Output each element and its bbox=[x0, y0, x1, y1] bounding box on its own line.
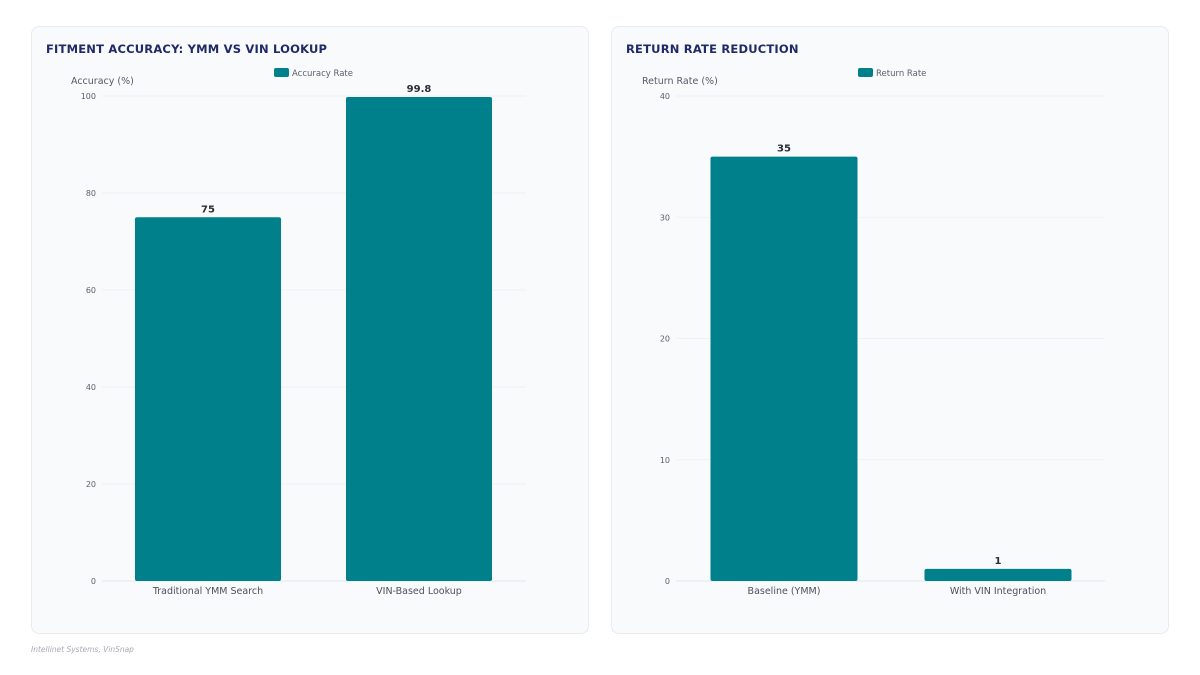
y-axis-title: Accuracy (%) bbox=[71, 76, 134, 87]
y-tick-label: 20 bbox=[660, 335, 670, 344]
legend-swatch bbox=[274, 68, 289, 77]
y-tick-label: 0 bbox=[665, 577, 670, 586]
y-tick-label: 80 bbox=[86, 189, 96, 198]
x-category-label: With VIN Integration bbox=[950, 586, 1046, 597]
bar-value-label: 99.8 bbox=[407, 84, 432, 95]
x-category-label: VIN-Based Lookup bbox=[376, 586, 462, 597]
y-tick-label: 40 bbox=[86, 383, 96, 392]
accuracy-bar-chart: Accuracy Rate Accuracy (%) 0 20 40 60 80 100 75 T… bbox=[71, 68, 526, 597]
source-footnote: Intellinet Systems, VinSnap bbox=[31, 645, 134, 654]
legend-swatch bbox=[858, 68, 873, 77]
bar bbox=[135, 217, 281, 581]
y-axis-title: Return Rate (%) bbox=[642, 76, 718, 87]
y-tick-label: 60 bbox=[86, 286, 96, 295]
panel-title: FITMENT ACCURACY: YMM VS VIN LOOKUP bbox=[46, 42, 328, 56]
y-tick-label: 0 bbox=[91, 577, 96, 586]
y-tick-label: 40 bbox=[660, 92, 670, 101]
return-rate-chart-panel: RETURN RATE REDUCTION Return Rate Return … bbox=[611, 26, 1169, 634]
bar bbox=[346, 96, 492, 581]
x-category-label: Baseline (YMM) bbox=[748, 586, 821, 597]
return-rate-bar-chart: Return Rate Return Rate (%) 0 10 20 30 40 35 Bas… bbox=[642, 68, 1105, 597]
x-category-label: Traditional YMM Search bbox=[152, 586, 263, 597]
bar-value-label: 75 bbox=[201, 204, 215, 215]
legend-label: Accuracy Rate bbox=[292, 69, 353, 79]
panel-title: RETURN RATE REDUCTION bbox=[626, 42, 799, 56]
legend-label: Return Rate bbox=[876, 69, 926, 79]
y-tick-label: 30 bbox=[660, 213, 670, 222]
bar bbox=[710, 156, 858, 581]
bar-value-label: 1 bbox=[995, 556, 1002, 567]
accuracy-chart-panel: FITMENT ACCURACY: YMM VS VIN LOOKUP Accu… bbox=[31, 26, 589, 634]
y-tick-label: 10 bbox=[660, 456, 670, 465]
bar-value-label: 35 bbox=[777, 144, 791, 155]
y-tick-label: 100 bbox=[81, 92, 96, 101]
y-tick-label: 20 bbox=[86, 480, 96, 489]
bar bbox=[924, 568, 1072, 581]
